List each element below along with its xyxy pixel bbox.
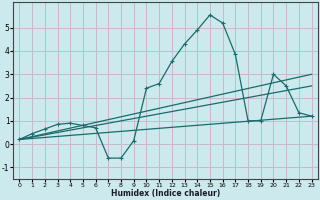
X-axis label: Humidex (Indice chaleur): Humidex (Indice chaleur)	[111, 189, 220, 198]
